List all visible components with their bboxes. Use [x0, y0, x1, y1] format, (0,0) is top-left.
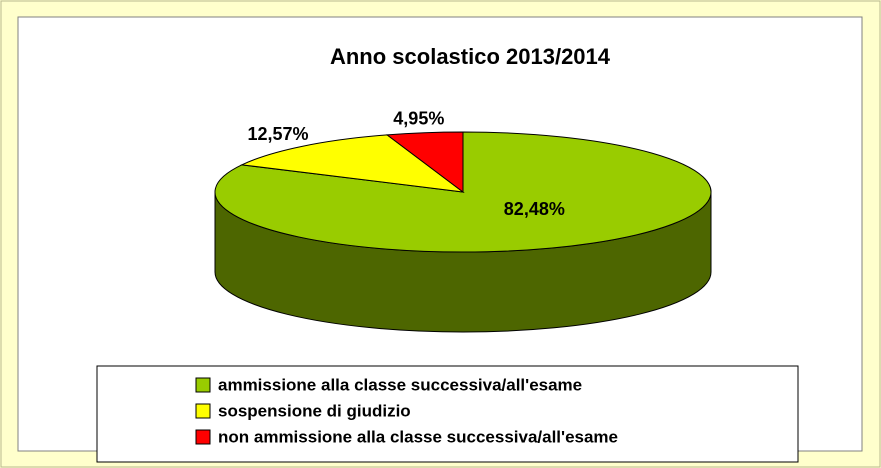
- legend-swatch: [195, 429, 211, 445]
- pie-slice: [240, 134, 465, 193]
- pie-slice: [214, 131, 712, 253]
- legend-box: [96, 365, 799, 463]
- data-label: 82,48%: [504, 199, 565, 219]
- legend-swatch: [195, 377, 211, 393]
- legend-label: non ammissione alla classe successiva/al…: [218, 427, 618, 446]
- pie-slice: [385, 131, 464, 194]
- legend-swatch: [195, 403, 211, 419]
- legend-label: ammissione alla classe successiva/all'es…: [218, 375, 582, 394]
- data-label: 4,95%: [393, 109, 444, 129]
- legend-label: sospensione di giudizio: [218, 401, 411, 420]
- chart-title: Anno scolastico 2013/2014: [330, 44, 611, 69]
- data-label: 12,57%: [247, 124, 308, 144]
